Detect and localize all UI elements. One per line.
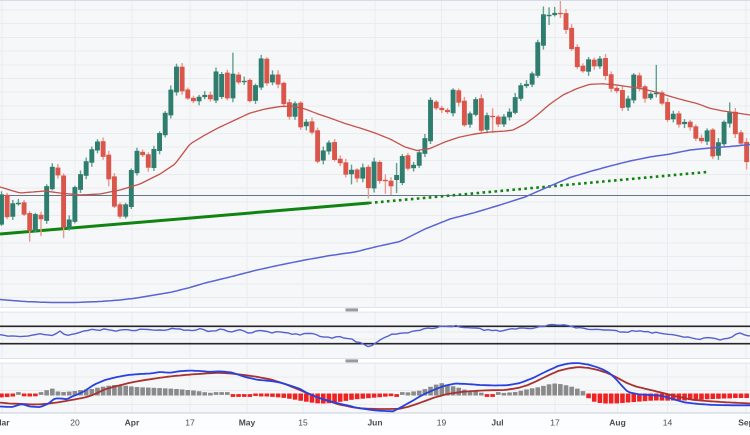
svg-text:17: 17 (185, 418, 195, 428)
svg-text:17: 17 (550, 418, 560, 428)
svg-text:14: 14 (663, 418, 673, 428)
svg-text:Sep: Sep (738, 418, 750, 428)
svg-text:Apr: Apr (125, 418, 140, 428)
svg-text:Jul: Jul (491, 418, 503, 428)
svg-text:Jun: Jun (367, 418, 382, 428)
svg-text:Aug: Aug (609, 418, 626, 428)
svg-text:Mar: Mar (0, 418, 10, 428)
svg-text:May: May (239, 418, 256, 428)
svg-text:20: 20 (70, 418, 80, 428)
svg-text:15: 15 (298, 418, 308, 428)
svg-text:19: 19 (437, 418, 447, 428)
